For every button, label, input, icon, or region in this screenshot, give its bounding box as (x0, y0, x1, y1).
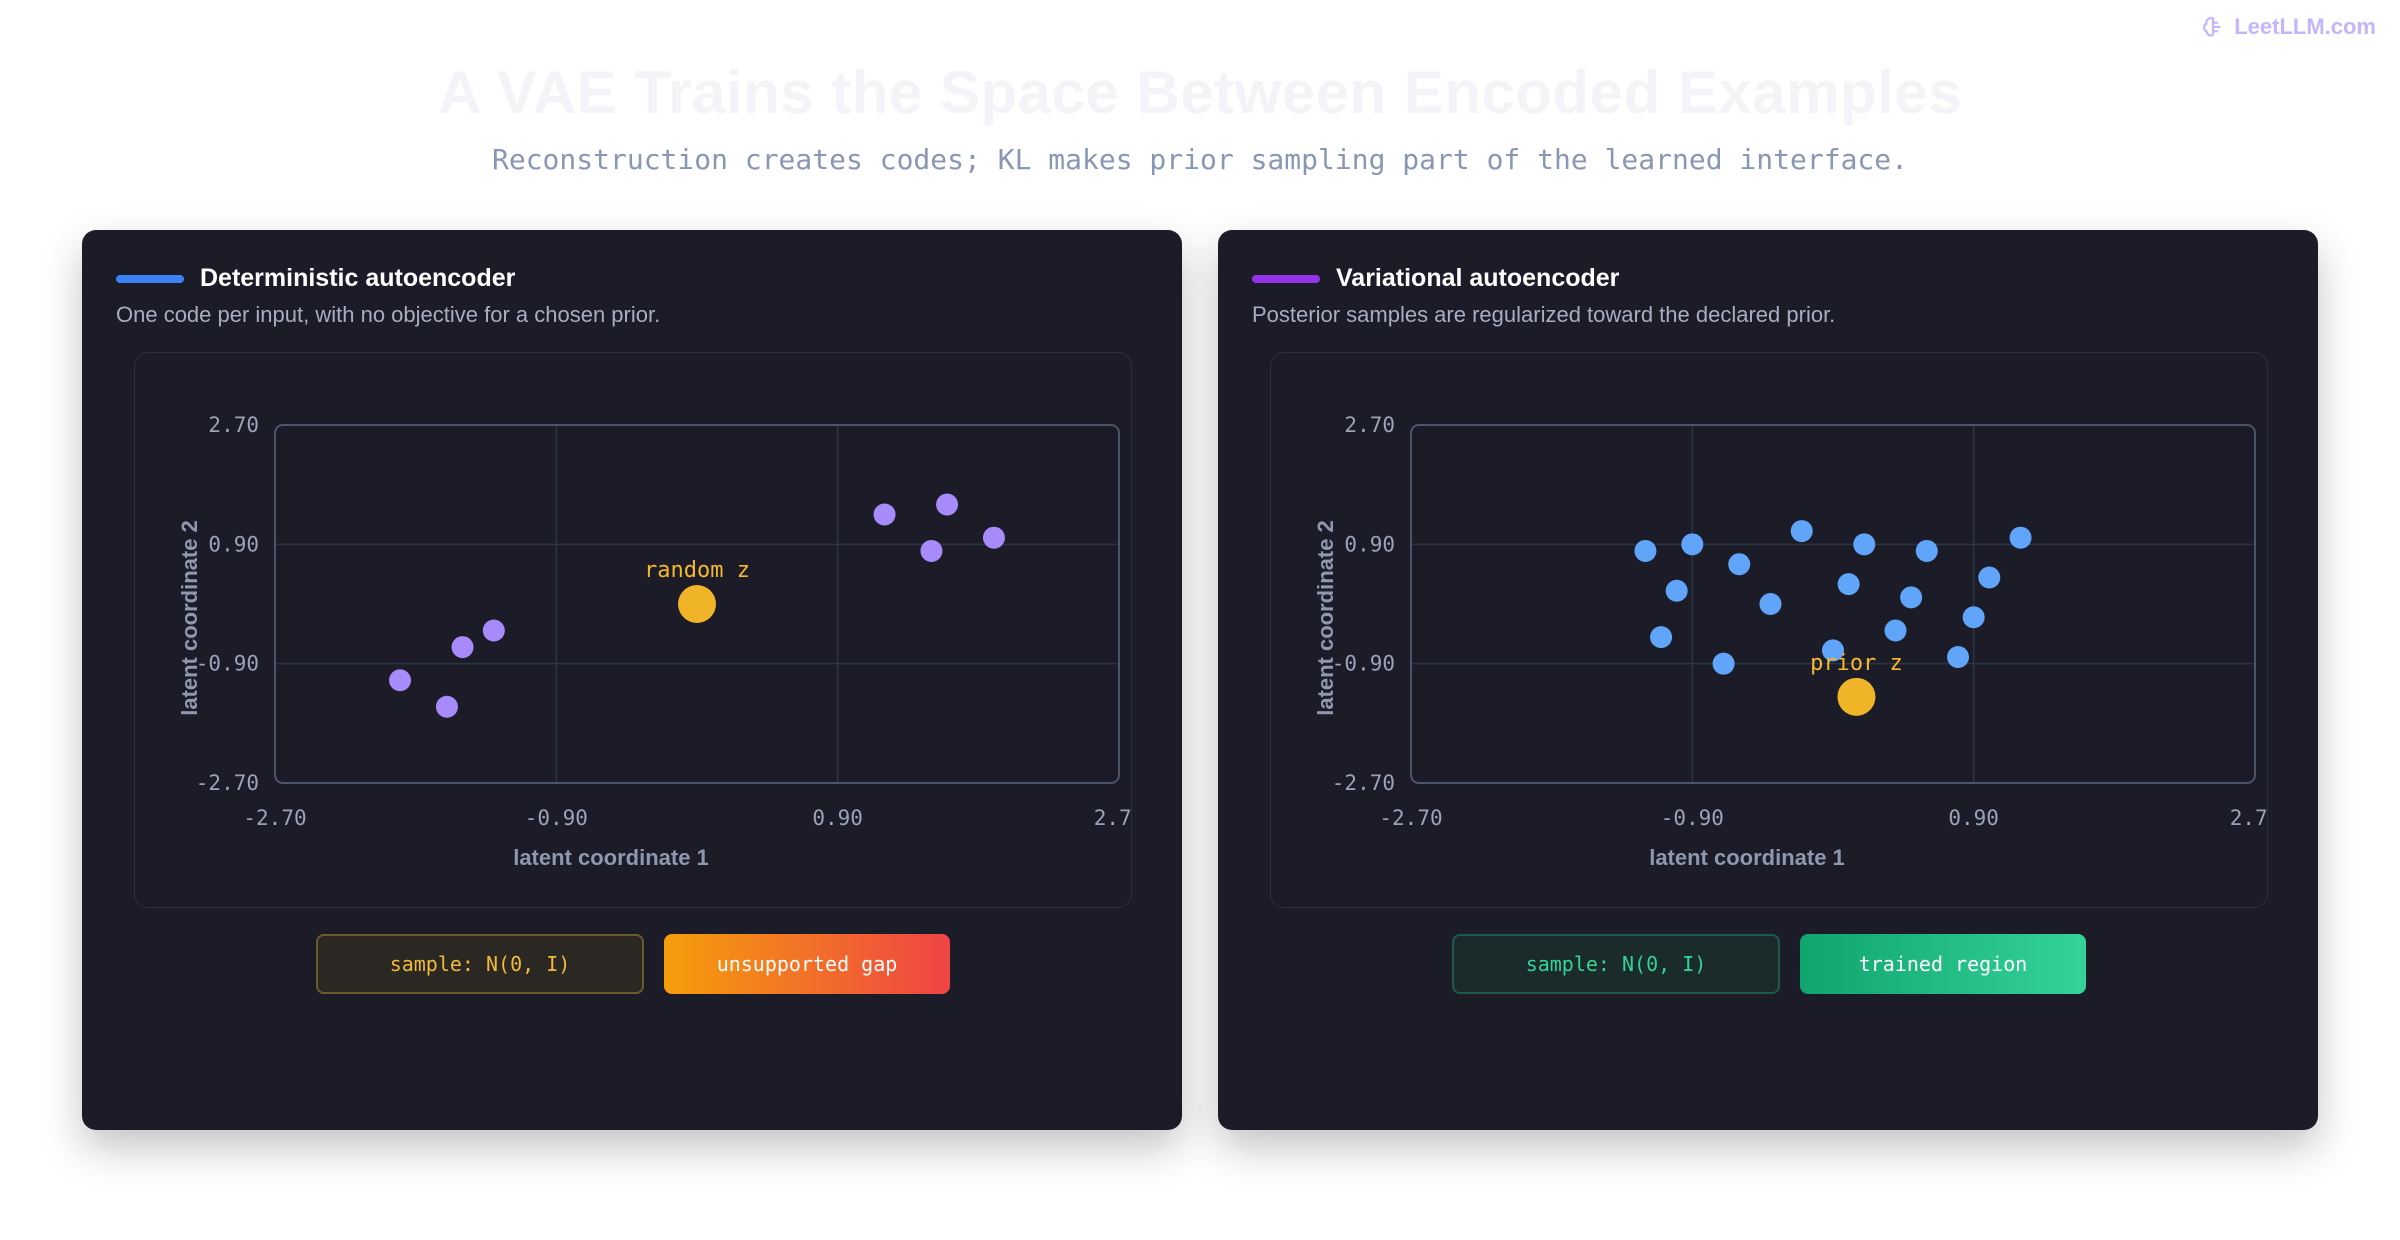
y-tick-label: 0.90 (1344, 532, 1395, 556)
encoded-point (982, 526, 1005, 549)
encoded-point (1712, 652, 1735, 675)
trained-region-button[interactable]: trained region (1800, 934, 2086, 994)
brand-logo[interactable]: LeetLLM.com (2200, 14, 2376, 40)
panel-description: Posterior samples are regularized toward… (1252, 302, 1836, 327)
encoded-point (389, 669, 412, 692)
latent-scatter-chart: -2.70 -0.90 0.90 2.70 2.70 0.90 -0.90 -2.70 late… (134, 352, 1133, 908)
unsupported-gap-button[interactable]: unsupported gap (664, 934, 950, 994)
y-tick-label: 2.70 (208, 413, 259, 437)
panel-description: One code per input, with no objective fo… (116, 302, 661, 327)
x-tick-label: 2.70 (1094, 806, 1133, 830)
panel-accent-bar (1252, 274, 1320, 283)
encoded-point (1790, 520, 1813, 543)
panel-title: Deterministic autoencoder (200, 264, 516, 292)
panel-header: Deterministic autoencoder (116, 264, 515, 293)
x-tick-label: -0.90 (525, 806, 588, 830)
page-subtitle: Reconstruction creates codes; KL makes p… (491, 143, 1909, 176)
y-tick-label: -0.90 (1332, 652, 1395, 676)
panel-title: Variational autoencoder (1336, 264, 1620, 292)
latent-scatter-chart: -2.70 -0.90 0.90 2.70 2.70 0.90 -0.90 -2.70 late… (1270, 352, 2269, 908)
sample-prior-button[interactable]: sample: N(0, I) (1452, 934, 1780, 994)
encoded-point (873, 503, 896, 526)
encoded-point (1884, 619, 1907, 642)
encoded-point (1759, 593, 1782, 615)
plot-frame (1410, 424, 2256, 784)
y-tick-label: -2.70 (196, 771, 259, 795)
encoded-point (1650, 626, 1673, 649)
y-tick-label: -2.70 (1332, 771, 1395, 795)
x-tick-label: 0.90 (812, 806, 863, 830)
sample-point (678, 585, 716, 623)
y-axis-label: latent coordinate 2 (177, 520, 202, 716)
sample-point (1837, 677, 1876, 716)
x-tick-label: -0.90 (1661, 806, 1724, 830)
x-tick-label: 0.90 (1948, 806, 1999, 830)
page-title: A VAE Trains the Space Between Encoded E… (438, 59, 1962, 126)
y-tick-label: -0.90 (196, 652, 259, 676)
y-axis-label: latent coordinate 2 (1313, 520, 1338, 716)
brain-icon (2203, 17, 2221, 37)
encoded-point (936, 493, 959, 516)
point-annotation: random z (644, 558, 750, 583)
scatter-plot-svg: -2.70 -0.90 0.90 2.70 2.70 0.90 -0.90 -2.70 late… (177, 413, 1133, 870)
encoded-point (1681, 533, 1704, 556)
encoded-point (435, 695, 458, 718)
encoded-point (1947, 646, 1970, 669)
encoded-point (1915, 539, 1938, 562)
encoded-point (1978, 566, 2001, 589)
x-tick-label: -2.70 (243, 806, 306, 830)
encoded-point (451, 636, 474, 659)
y-tick-label: 2.70 (1344, 413, 1395, 437)
encoded-point (1853, 533, 1876, 556)
x-tick-label: -2.70 (1379, 806, 1442, 830)
panel-deterministic-autoencoder: Deterministic autoencoder One code per i… (82, 230, 1182, 1130)
encoded-point (2009, 526, 2032, 549)
encoded-point (1962, 606, 1985, 629)
encoded-point (1900, 586, 1923, 609)
panel-accent-bar (116, 274, 184, 283)
encoded-point (1728, 553, 1751, 576)
panel-variational-autoencoder: Variational autoencoder Posterior sample… (1218, 230, 2318, 1130)
encoded-point (1665, 579, 1688, 602)
x-tick-label: 2.70 (2230, 806, 2269, 830)
panel-header: Variational autoencoder (1252, 264, 1619, 293)
plot-frame (274, 424, 1120, 784)
encoded-point (1837, 573, 1860, 596)
scatter-plot-svg: -2.70 -0.90 0.90 2.70 2.70 0.90 -0.90 -2.70 late… (1313, 413, 2269, 870)
y-tick-label: 0.90 (208, 532, 259, 556)
encoded-point (482, 619, 505, 642)
x-axis-label: latent coordinate 1 (1649, 845, 1845, 870)
x-axis-label: latent coordinate 1 (513, 845, 709, 870)
encoded-point (1634, 539, 1657, 562)
point-annotation: prior z (1810, 651, 1903, 676)
encoded-point (1822, 639, 1844, 662)
encoded-point (920, 539, 943, 562)
sample-prior-button[interactable]: sample: N(0, I) (316, 934, 644, 994)
brand-name: LeetLLM.com (2234, 14, 2376, 39)
